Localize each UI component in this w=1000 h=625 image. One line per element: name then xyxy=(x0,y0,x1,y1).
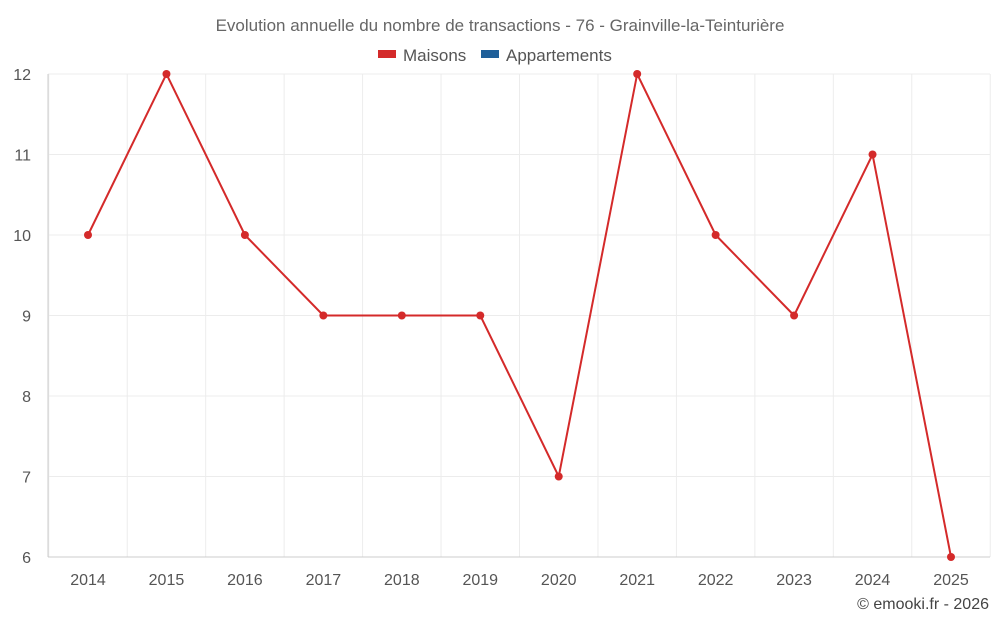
legend: Maisons Appartements xyxy=(378,46,612,65)
legend-label-appartements: Appartements xyxy=(506,46,612,65)
y-tick-label: 10 xyxy=(13,228,31,245)
x-tick-label: 2021 xyxy=(619,572,655,589)
data-point[interactable] xyxy=(476,311,485,320)
x-axis-ticks: 2014 2015 2016 2017 2018 2019 2020 2021 2022 2023… xyxy=(70,572,969,589)
data-point[interactable] xyxy=(947,553,955,561)
x-tick-label: 2025 xyxy=(933,572,969,589)
x-tick-label: 2019 xyxy=(462,572,498,589)
data-point[interactable] xyxy=(84,231,92,239)
x-tick-label: 2015 xyxy=(149,572,185,589)
legend-swatch-maisons xyxy=(378,50,396,58)
x-tick-label: 2018 xyxy=(384,572,420,589)
data-point[interactable] xyxy=(868,150,877,159)
series-line-maisons xyxy=(87,70,952,558)
data-point[interactable] xyxy=(633,70,642,78)
grid xyxy=(47,73,991,558)
legend-item-appartements[interactable]: Appartements xyxy=(481,46,612,65)
data-point[interactable] xyxy=(711,231,720,239)
data-point[interactable] xyxy=(162,70,171,78)
y-tick-label: 11 xyxy=(14,148,31,165)
y-tick-label: 6 xyxy=(22,550,31,567)
y-tick-label: 7 xyxy=(22,470,31,487)
x-tick-label: 2016 xyxy=(227,572,263,589)
data-point[interactable] xyxy=(319,311,328,320)
credit-text: © emooki.fr - 2026 xyxy=(857,596,989,613)
x-tick-label: 2023 xyxy=(776,572,812,589)
y-tick-label: 8 xyxy=(22,389,31,406)
x-tick-label: 2017 xyxy=(306,572,342,589)
data-point[interactable] xyxy=(554,472,563,481)
x-tick-label: 2024 xyxy=(855,572,891,589)
y-tick-label: 12 xyxy=(13,67,31,84)
y-tick-label: 9 xyxy=(22,309,31,326)
x-tick-label: 2020 xyxy=(541,572,577,589)
legend-item-maisons[interactable]: Maisons xyxy=(378,46,466,65)
x-tick-label: 2022 xyxy=(698,572,734,589)
chart-title: Evolution annuelle du nombre de transact… xyxy=(216,16,785,35)
data-point[interactable] xyxy=(240,231,249,239)
data-point[interactable] xyxy=(790,311,799,320)
legend-label-maisons: Maisons xyxy=(403,46,466,65)
series-maisons xyxy=(84,70,955,561)
data-point[interactable] xyxy=(397,311,406,320)
y-axis-ticks: 6 7 8 9 10 11 12 xyxy=(13,67,31,567)
x-tick-label: 2014 xyxy=(70,572,106,589)
legend-swatch-appartements xyxy=(481,50,499,58)
